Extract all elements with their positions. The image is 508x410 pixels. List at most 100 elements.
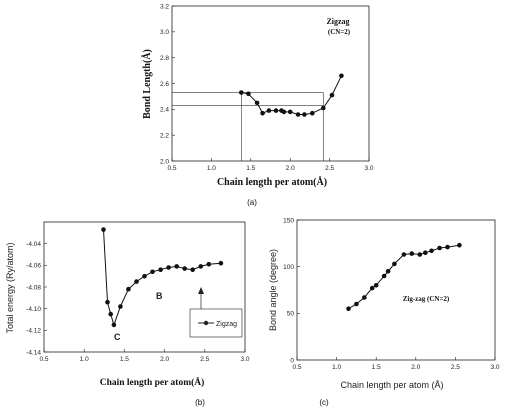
series-line: [348, 244, 460, 310]
data-point: [239, 90, 244, 95]
y-tick-label: -4.04: [26, 241, 41, 248]
data-point: [111, 322, 117, 328]
data-point: [281, 109, 287, 115]
data-point: [321, 105, 326, 111]
y-tick-label: -4.06: [26, 263, 41, 270]
data-point: [218, 260, 224, 266]
x-tick-label: 1.0: [80, 356, 89, 363]
legend-label-b: Zigzag: [216, 321, 237, 328]
x-tick-label: 3.0: [240, 356, 249, 363]
data-point: [385, 269, 391, 274]
y-tick-label: -4.14: [26, 349, 41, 356]
x-tick-label: 1.0: [207, 165, 216, 172]
x-axis-label-c: Chain length per atom (Å): [340, 380, 443, 390]
data-point: [381, 273, 387, 279]
y-tick-label: -4.10: [26, 306, 41, 313]
x-tick-label: 1.5: [246, 165, 255, 172]
y-tick-label: -4.08: [26, 284, 41, 291]
data-point: [437, 245, 442, 251]
axis-ticks-b: 0.5 1.0 1.5 2.0 2.5 3.0 -4.04 -4.06 -4.08 -4.10 -4…: [26, 241, 250, 363]
data-point: [392, 261, 397, 267]
data-point: [246, 91, 251, 97]
arrow-head-b: [198, 287, 204, 294]
data-point: [362, 295, 367, 300]
data-point: [182, 266, 187, 271]
data-point: [369, 285, 375, 291]
plot-frame-c: [296, 219, 496, 361]
y-axis-label-a: Bond Length(Å): [141, 49, 153, 119]
x-tick-label: 1.5: [120, 356, 129, 363]
data-point: [429, 248, 434, 254]
series-b: [101, 227, 224, 328]
data-point: [302, 112, 307, 117]
data-point: [198, 264, 204, 269]
reference-lines-a: [172, 92, 324, 161]
panel-label-a: (a): [247, 198, 257, 207]
legend-b: Zigzag: [189, 308, 243, 338]
series-c: [346, 242, 462, 312]
y-tick-label: 150: [283, 217, 294, 224]
y-tick-label: 2.8: [160, 55, 169, 62]
x-tick-label: 1.5: [372, 364, 381, 371]
y-tick-label: -4.12: [26, 328, 41, 335]
data-point: [329, 92, 335, 98]
data-point: [142, 273, 147, 279]
data-point: [174, 264, 179, 269]
data-point: [409, 251, 415, 256]
series-line: [241, 75, 342, 115]
data-point: [445, 244, 450, 250]
y-tick-label: 0: [290, 357, 294, 364]
x-tick-label: 2.0: [286, 165, 295, 172]
data-point: [126, 286, 131, 292]
data-point: [339, 73, 344, 79]
annotation-a-line1: Zigzag: [326, 17, 349, 26]
legend-marker-b: [203, 320, 209, 326]
x-tick-label: 0.5: [39, 356, 48, 363]
data-point: [254, 100, 260, 106]
annotation-a-line2: (CN=2): [328, 28, 351, 36]
y-tick-label: 2.4: [160, 107, 169, 114]
panel-label-c: (c): [319, 398, 329, 407]
data-point: [108, 311, 113, 317]
data-point: [354, 301, 359, 307]
y-tick-label: 3.0: [160, 29, 169, 36]
data-point: [158, 267, 163, 273]
data-point: [166, 265, 171, 270]
y-tick-label: 2.2: [160, 132, 169, 139]
chart-panel-a: 0.5 1.0 1.5 2.0 2.5 3.02.02.22.42.62.83.03.2 …: [141, 3, 374, 207]
point-label-c: C: [114, 332, 121, 342]
data-point: [266, 108, 272, 113]
x-tick-label: 2.5: [325, 165, 334, 172]
annotation-c: Zig-zag (CN=2): [403, 295, 450, 303]
data-point: [295, 112, 301, 117]
axis-ticks-c: 0.5 1.0 1.5 2.0 2.5 3.0 0 50 100 150: [283, 217, 500, 371]
data-point: [273, 108, 279, 113]
y-tick-label: 50: [287, 311, 295, 318]
x-tick-label: 0.5: [292, 364, 301, 371]
y-axis-label-c: Bond angle (degree): [268, 249, 278, 331]
point-label-b: B: [156, 291, 163, 301]
x-tick-label: 2.0: [411, 364, 420, 371]
data-point: [423, 250, 428, 255]
chart-panel-c: 0.5 1.0 1.5 2.0 2.5 3.0 0 50 100 150 Zig-zag (CN=…: [268, 217, 500, 407]
data-point: [457, 242, 462, 248]
data-point: [401, 252, 407, 257]
y-tick-label: 100: [283, 264, 294, 271]
y-tick-label: 2.6: [160, 81, 169, 88]
x-tick-label: 2.0: [160, 356, 169, 363]
y-axis-label-b: Total energy (Ry/atom): [5, 242, 15, 333]
data-point: [310, 110, 315, 116]
data-point: [118, 304, 123, 309]
y-tick-label: 2.0: [160, 158, 169, 165]
data-point: [206, 262, 212, 267]
data-point: [287, 109, 293, 115]
data-point: [190, 267, 195, 273]
series-a: [239, 73, 344, 117]
panel-label-b: (b): [195, 398, 205, 407]
x-tick-label: 0.5: [167, 165, 176, 172]
y-tick-label: 3.2: [160, 3, 169, 10]
x-axis-label-a: Chain length per atom(Å): [217, 176, 327, 188]
chart-panel-b: 0.5 1.0 1.5 2.0 2.5 3.0 -4.04 -4.06 -4.08 -4.10 -4…: [5, 221, 250, 407]
axis-ticks-a: 0.5 1.0 1.5 2.0 2.5 3.0 2.0 2.2 2.4 2.6 2.8 3.0 3.2: [160, 3, 374, 172]
